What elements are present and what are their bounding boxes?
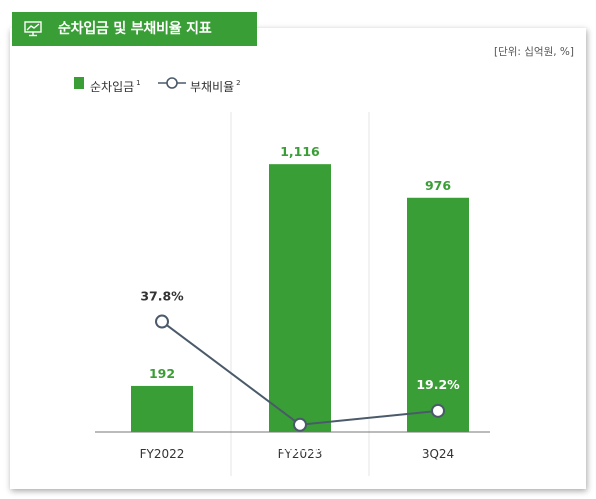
bar — [131, 385, 193, 432]
legend-bar-swatch — [74, 77, 84, 89]
line-value-label: 16.3% — [278, 440, 322, 455]
bar-value-label: 192 — [149, 366, 175, 381]
line-value-label: 19.2% — [416, 377, 460, 392]
legend-marker-debt-ratio: 2 — [236, 79, 241, 87]
monitor-chart-icon — [24, 21, 42, 37]
bar-value-label: 976 — [425, 178, 451, 193]
bar — [269, 164, 331, 432]
line-point — [293, 417, 307, 432]
chart-header: 순차입금 및 부채비율 지표 — [12, 12, 257, 46]
x-tick-label: 3Q24 — [422, 447, 454, 461]
unit-label: [단위: 십억원, %] — [493, 46, 574, 58]
x-tick-label: FY2023 — [278, 447, 323, 461]
x-tick-label: FY2022 — [140, 447, 185, 461]
bar-value-label: 1,116 — [280, 144, 320, 159]
legend-label-debt-ratio: 부채비율 — [190, 80, 235, 94]
legend-label-net-debt: 순차입금 — [90, 80, 135, 94]
line-value-label: 37.8% — [140, 289, 184, 304]
bar — [407, 197, 469, 432]
legend-marker-net-debt: 1 — [136, 79, 141, 87]
legend-line-swatch — [158, 77, 186, 89]
line-point — [155, 314, 169, 329]
line-point — [431, 403, 445, 418]
chart-title: 순차입금 및 부채비율 지표 — [58, 21, 212, 37]
